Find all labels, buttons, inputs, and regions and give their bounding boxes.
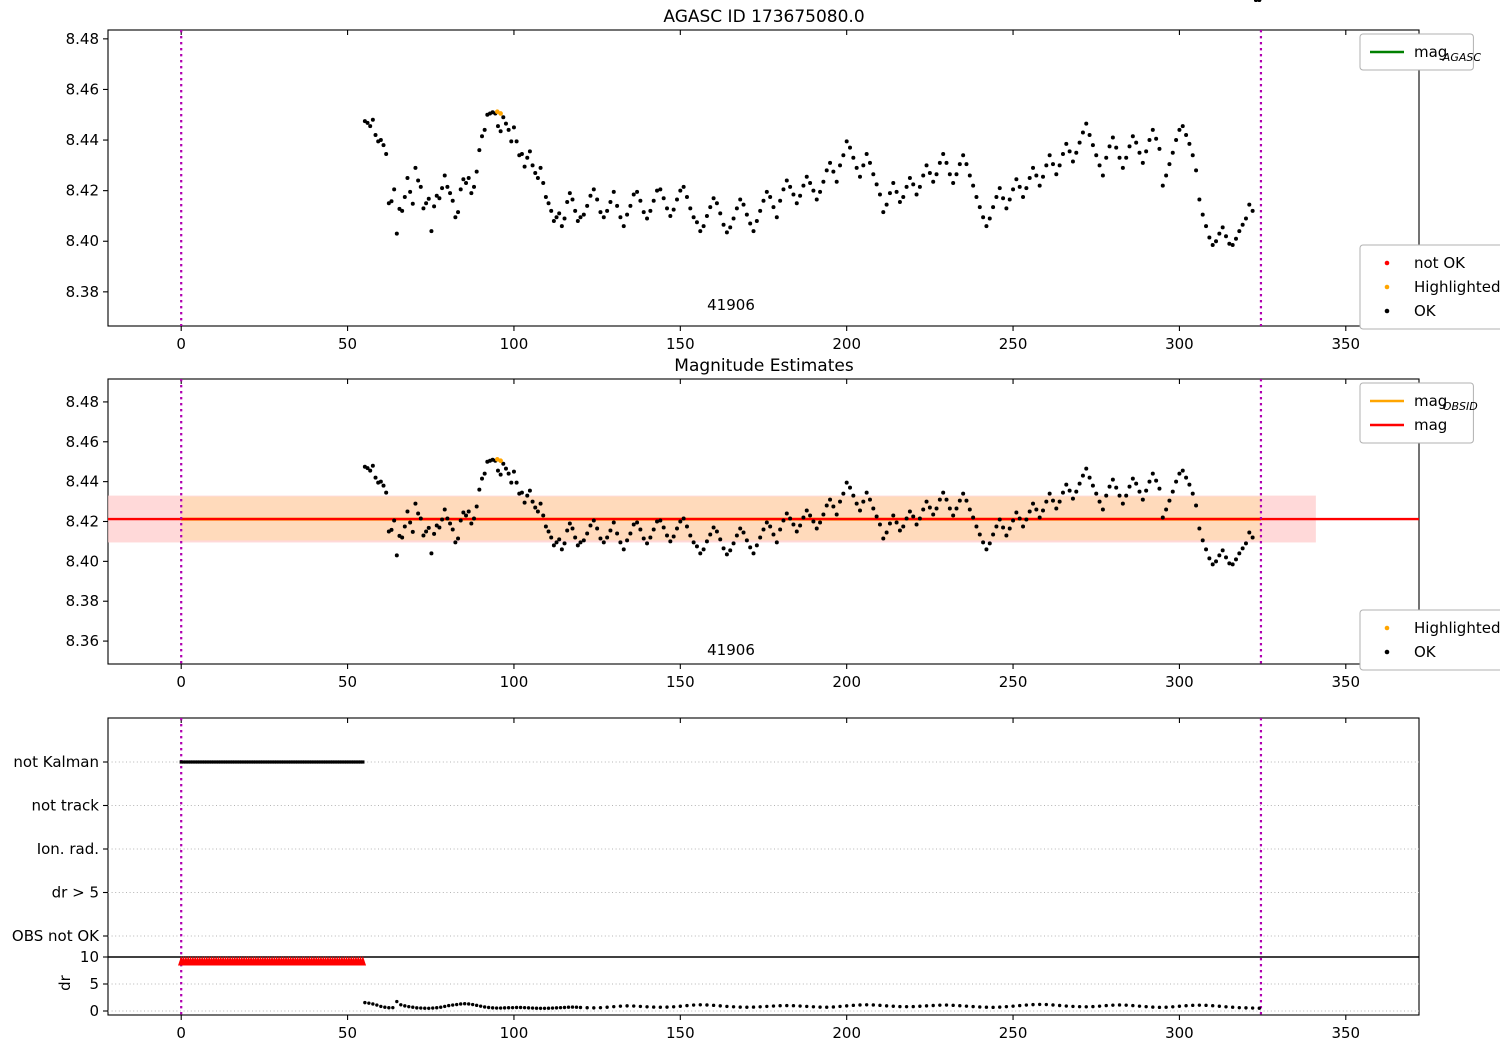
flag-row-label-2: Ion. rad. [37,840,99,858]
agasc-magnitude-panel-ytick-label-5: 8.48 [66,30,99,48]
flag-row-label-0: not Kalman [13,753,99,771]
agasc-magnitude-panel-xtick-label-300: 300 [1165,335,1194,353]
mag-lines-legend-box [1359,382,1474,444]
point-status-legend-2-swatch-1 [1384,649,1390,655]
flags-and-dr-panel-xtick-label-50: 50 [338,1024,357,1042]
agasc-magnitude-panel-xtick-label-250: 250 [999,335,1028,353]
magnitude-estimates-panel-xtick-label-150: 150 [666,673,695,691]
point-status-legend-box [1359,244,1500,330]
agasc-magnitude-panel-ytick-label-2: 8.42 [66,182,99,200]
point-status-legend-2-swatch-0 [1384,625,1390,631]
agasc-magnitude-panel-frame [107,29,1420,327]
agasc-magnitude-panel-xtick-label-100: 100 [500,335,529,353]
agasc-magnitude-panel-ytick-label-0: 8.38 [66,283,99,301]
mag-agasc-legend-box [1359,33,1474,71]
magnitude-estimates-panel-ytick-label-4: 8.44 [66,473,99,491]
flags-and-dr-panel-xtick-label-250: 250 [999,1024,1028,1042]
point-status-legend-label-2: OK [1414,302,1437,320]
flags-and-dr-panel-xtick-label-100: 100 [500,1024,529,1042]
agasc-magnitude-panel-xtick-label-50: 50 [338,335,357,353]
magnitude-estimates-panel-ytick-label-5: 8.46 [66,433,99,451]
point-status-legend-2-label-0: Highlighted [1414,619,1500,637]
flags-and-dr-panel-xtick-label-300: 300 [1165,1024,1194,1042]
magnitude-estimates-panel-ytick-label-6: 8.48 [66,393,99,411]
mag-lines-legend-label-1: mag [1414,416,1447,434]
point-status-legend-2-label-1: OK [1414,643,1437,661]
point-status-legend-label-0: not OK [1414,254,1466,272]
flags-and-dr-panel-xtick-label-350: 350 [1331,1024,1360,1042]
dr-over-limit-markers [178,956,367,966]
agasc-magnitude-panel-xtick-label-150: 150 [666,335,695,353]
magnitude-estimates-panel-xtick-label-50: 50 [338,673,357,691]
panel1-series-highlighted [495,109,503,116]
flag-row-label-3: dr > 5 [52,884,99,902]
flags-and-dr-panel-xtick-label-150: 150 [666,1024,695,1042]
obsid-annotation-panel1: 41906 [707,296,755,314]
agasc-magnitude-panel-ytick-label-1: 8.40 [66,232,99,250]
point-status-legend-swatch-2 [1384,308,1390,314]
panel2-series-highlighted [495,457,503,464]
dr-tick-label-2: 10 [80,948,99,966]
flag-row-label-1: not track [31,797,99,815]
magnitude-estimates-title: Magnitude Estimates [674,356,854,376]
obsid-annotation-panel2: 41906 [707,641,755,659]
mag-agasc-legend-sublabel-0: AGASC [1442,51,1482,64]
mag-agasc-legend-label-0: mag [1414,43,1447,61]
magnitude-estimates-panel-ytick-label-0: 8.36 [66,632,99,650]
figure-title: AGASC ID 173675080.0 [663,7,864,27]
magnitude-estimates-panel-xtick-label-200: 200 [832,673,861,691]
point-status-legend-swatch-0 [1384,260,1390,266]
not-kalman-flag-markers [179,760,365,764]
mag-lines-legend-sublabel-0: OBSID [1443,400,1478,413]
mag-lines-legend-label-0: mag [1414,392,1447,410]
dr-tick-label-0: 0 [89,1002,99,1020]
point-status-legend-swatch-1 [1384,284,1390,290]
magnitude-estimates-panel-xtick-label-0: 0 [176,673,186,691]
dr-axis-label: dr [56,974,74,991]
flags-and-dr-panel-frame [107,717,1420,1016]
flags-and-dr-panel-xtick-label-200: 200 [832,1024,861,1042]
magnitude-estimates-panel-xtick-label-100: 100 [500,673,529,691]
point-status-legend-label-1: Highlighted [1414,278,1500,296]
agasc-magnitude-panel-xtick-label-350: 350 [1331,335,1360,353]
agasc-magnitude-panel-xtick-label-0: 0 [176,335,186,353]
dr-trace [363,999,1261,1010]
point-status-legend-2-box [1359,609,1500,671]
agasc-magnitude-panel-xtick-label-200: 200 [832,335,861,353]
panel1-series-ok [362,0,1262,248]
dr-tick-label-1: 5 [89,975,99,993]
flags-and-dr-panel-xtick-label-0: 0 [176,1024,186,1042]
magnitude-estimates-panel-ytick-label-3: 8.42 [66,513,99,531]
agasc-magnitude-panel-ytick-label-3: 8.44 [66,131,99,149]
magnitude-estimates-panel-ytick-label-1: 8.38 [66,592,99,610]
magnitude-estimates-panel-xtick-label-300: 300 [1165,673,1194,691]
magnitude-estimates-panel-xtick-label-350: 350 [1331,673,1360,691]
magnitude-estimates-panel-xtick-label-250: 250 [999,673,1028,691]
panel2-series-ok [362,0,1262,567]
magnitude-estimates-panel-ytick-label-2: 8.40 [66,552,99,570]
flag-row-label-4: OBS not OK [12,927,100,945]
agasc-magnitude-panel-ytick-label-4: 8.46 [66,80,99,98]
